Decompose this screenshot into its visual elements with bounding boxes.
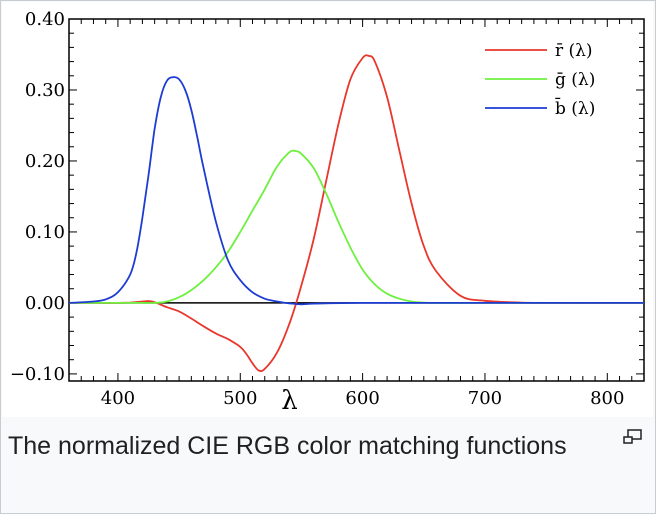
series-line-1 — [69, 149, 644, 304]
x-tick-label: 400 — [101, 388, 135, 409]
y-tick-label: 0.10 — [25, 222, 65, 243]
figure-caption: The normalized CIE RGB color matching fu… — [8, 432, 567, 460]
y-tick-label: 0.30 — [25, 80, 65, 101]
y-tick-label: 0.40 — [25, 9, 65, 30]
chart-area: 400 500 600 700 800 −0.10 0.00 0.10 0.20 0.30 0.40… — [2, 2, 653, 417]
series-line-2 — [68, 76, 644, 306]
plot-frame — [68, 18, 645, 382]
x-tick-label: 600 — [345, 388, 379, 409]
y-tick-label: −0.10 — [10, 364, 65, 385]
x-tick-label: 800 — [590, 388, 624, 409]
y-tick-label: 0.00 — [25, 293, 65, 314]
legend-label-1: ḡ (λ) — [555, 70, 595, 90]
legend-label-0: r̄ (λ) — [555, 41, 593, 61]
cie-rgb-chart: 400 500 600 700 800 −0.10 0.00 0.10 0.20 0.30 0.40… — [10, 9, 645, 416]
legend-label-2: b̄ (λ) — [555, 96, 595, 119]
x-tick-label: 500 — [223, 388, 257, 409]
y-tick-label: 0.20 — [25, 151, 65, 172]
x-tick-label: 700 — [468, 388, 502, 409]
enlarge-icon[interactable] — [623, 429, 643, 445]
x-axis-label: λ — [281, 386, 297, 416]
